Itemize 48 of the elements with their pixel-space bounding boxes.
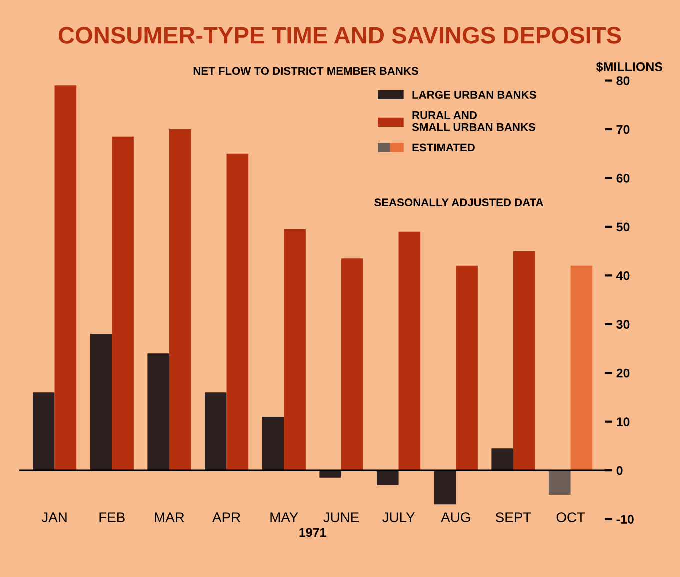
bar bbox=[169, 130, 192, 471]
bar bbox=[513, 251, 536, 471]
y-tick-label: 0 bbox=[616, 466, 623, 476]
bar bbox=[320, 470, 342, 478]
bar bbox=[398, 232, 421, 471]
x-tick-label: JULY bbox=[382, 512, 415, 522]
y-tick-label: 40 bbox=[616, 271, 630, 280]
annotation: SEASONALLY ADJUSTED DATA bbox=[374, 198, 544, 207]
y-tick-label: 30 bbox=[616, 320, 630, 330]
y-tick-label: 60 bbox=[616, 174, 630, 183]
bar bbox=[434, 470, 456, 505]
x-tick-label: JAN bbox=[42, 512, 67, 522]
x-tick-label: JUNE bbox=[324, 512, 360, 522]
bar bbox=[570, 266, 593, 471]
bar bbox=[112, 136, 134, 471]
x-tick-label: APR bbox=[212, 512, 240, 522]
chart-title: CONSUMER-TYPE TIME AND SAVINGS DEPOSITS bbox=[58, 27, 622, 44]
chart-subtitle: NET FLOW TO DISTRICT MEMBER BANKS bbox=[194, 67, 418, 76]
legend-label: RURAL AND SMALL URBAN BANKS bbox=[412, 112, 536, 132]
bar bbox=[284, 229, 306, 471]
bar bbox=[90, 334, 112, 471]
x-tick-label: MAY bbox=[270, 512, 298, 522]
bar bbox=[54, 86, 77, 471]
bar bbox=[148, 354, 170, 471]
bar bbox=[262, 416, 284, 471]
y-axis-title: $MILLIONS bbox=[596, 62, 663, 72]
y-tick-label: 80 bbox=[616, 76, 630, 86]
bar bbox=[549, 470, 571, 495]
x-tick-label: OCT bbox=[556, 512, 586, 522]
bar bbox=[341, 258, 364, 471]
y-tick-label: 50 bbox=[616, 222, 630, 232]
x-tick-label: MAR bbox=[155, 512, 184, 522]
y-tick-label: -10 bbox=[616, 515, 634, 524]
x-tick-label: AUG bbox=[441, 512, 470, 522]
y-tick-label: 70 bbox=[616, 125, 630, 134]
bar bbox=[377, 470, 399, 486]
bar bbox=[456, 266, 478, 471]
y-tick-label: 20 bbox=[616, 368, 630, 378]
bar bbox=[33, 392, 55, 471]
bar bbox=[492, 448, 514, 471]
x-tick-label: FEB bbox=[100, 512, 125, 522]
legend-label: LARGE URBAN BANKS bbox=[412, 91, 536, 99]
bar bbox=[226, 154, 249, 471]
y-tick-label: 10 bbox=[617, 418, 630, 427]
x-axis-title: 1971 bbox=[300, 528, 326, 538]
annotation: ESTIMATED bbox=[412, 144, 475, 152]
bar bbox=[205, 392, 227, 471]
x-tick-label: SEPT bbox=[496, 512, 532, 522]
